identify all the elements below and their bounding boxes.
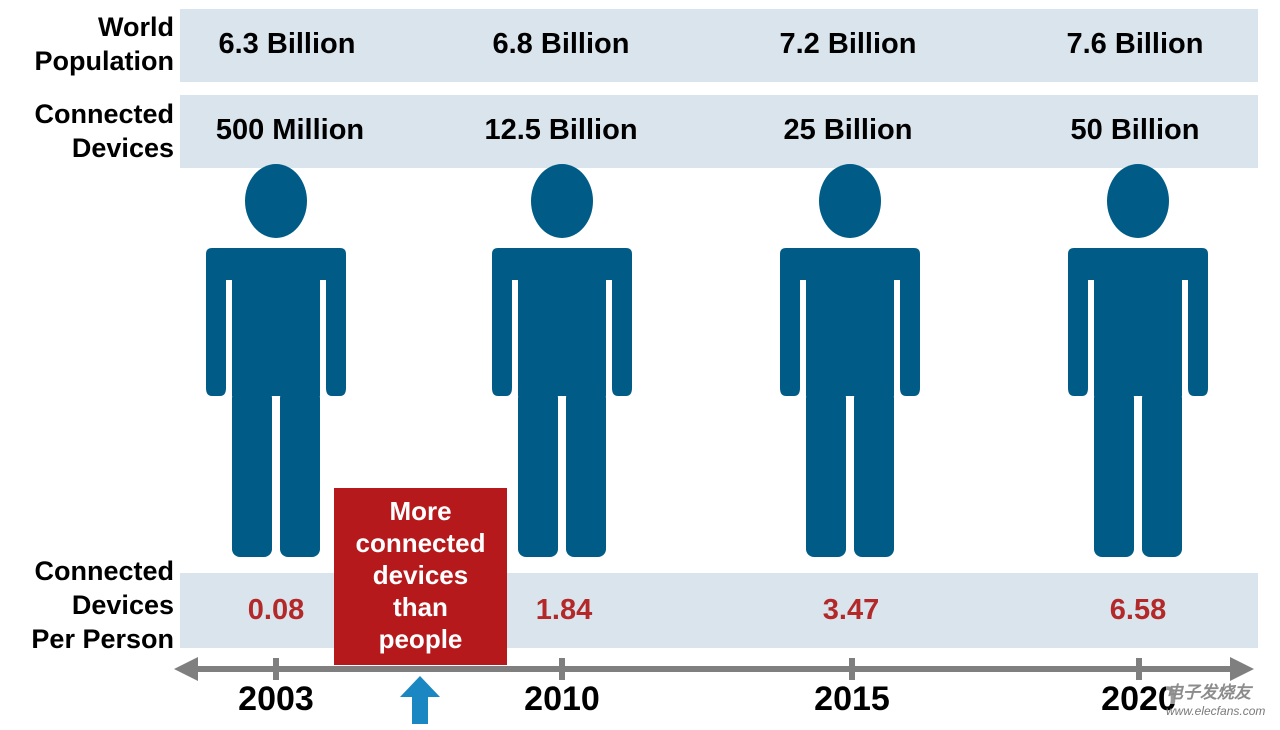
axis-left-arrow <box>174 657 198 681</box>
callout-box: More connected devices than people <box>334 488 507 665</box>
person-icon <box>206 164 346 557</box>
year-2015: 2015 <box>814 680 890 718</box>
axis-tick <box>273 658 279 680</box>
callout-line: connected <box>355 528 486 558</box>
label-line: Connected <box>34 99 174 129</box>
person-icon <box>1068 164 1208 557</box>
devices-2020: 50 Billion <box>1070 114 1200 146</box>
label-line: Devices <box>71 133 174 163</box>
ratio-2003: 0.08 <box>247 594 305 626</box>
year-2003: 2003 <box>238 680 314 718</box>
person-icon <box>492 164 632 557</box>
population-2010: 6.8 Billion <box>492 28 630 60</box>
callout-line: More <box>389 496 452 526</box>
devices-2003: 500 Million <box>215 114 365 146</box>
ratio-2015: 3.47 <box>822 594 880 626</box>
label-line: Devices <box>71 590 174 620</box>
ratio-2020: 6.58 <box>1109 594 1167 626</box>
label-line: Per Person <box>31 624 174 654</box>
axis-right-arrow <box>1230 657 1254 681</box>
axis-tick <box>1136 658 1142 680</box>
connected-devices-label: Connected Devices <box>34 97 174 165</box>
devices-band <box>180 95 1258 168</box>
watermark-text: 电子发烧友 <box>1166 682 1276 704</box>
ratio-2010: 1.84 <box>535 594 593 626</box>
population-band <box>180 9 1258 82</box>
world-population-label: World Population <box>35 10 174 78</box>
callout-line: people <box>378 624 463 654</box>
label-line: Connected <box>34 556 174 586</box>
label-line: World <box>98 12 174 42</box>
watermark: 电子发烧友 www.elecfans.com <box>1166 682 1276 724</box>
axis-tick <box>849 658 855 680</box>
population-2020: 7.6 Billion <box>1066 28 1204 60</box>
devices-2015: 25 Billion <box>783 114 913 146</box>
callout-line: devices <box>372 560 469 590</box>
watermark-url: www.elecfans.com <box>1166 704 1266 718</box>
population-2015: 7.2 Billion <box>779 28 917 60</box>
per-person-label: Connected Devices Per Person <box>31 554 174 656</box>
up-arrow-icon <box>400 676 440 724</box>
devices-2010: 12.5 Billion <box>484 114 638 146</box>
population-2003: 6.3 Billion <box>218 28 356 60</box>
person-icon <box>780 164 920 557</box>
year-2020: 2020 <box>1101 680 1177 718</box>
axis-tick <box>559 658 565 680</box>
year-2010: 2010 <box>524 680 600 718</box>
label-line: Population <box>34 46 174 76</box>
callout-line: than <box>393 592 448 622</box>
